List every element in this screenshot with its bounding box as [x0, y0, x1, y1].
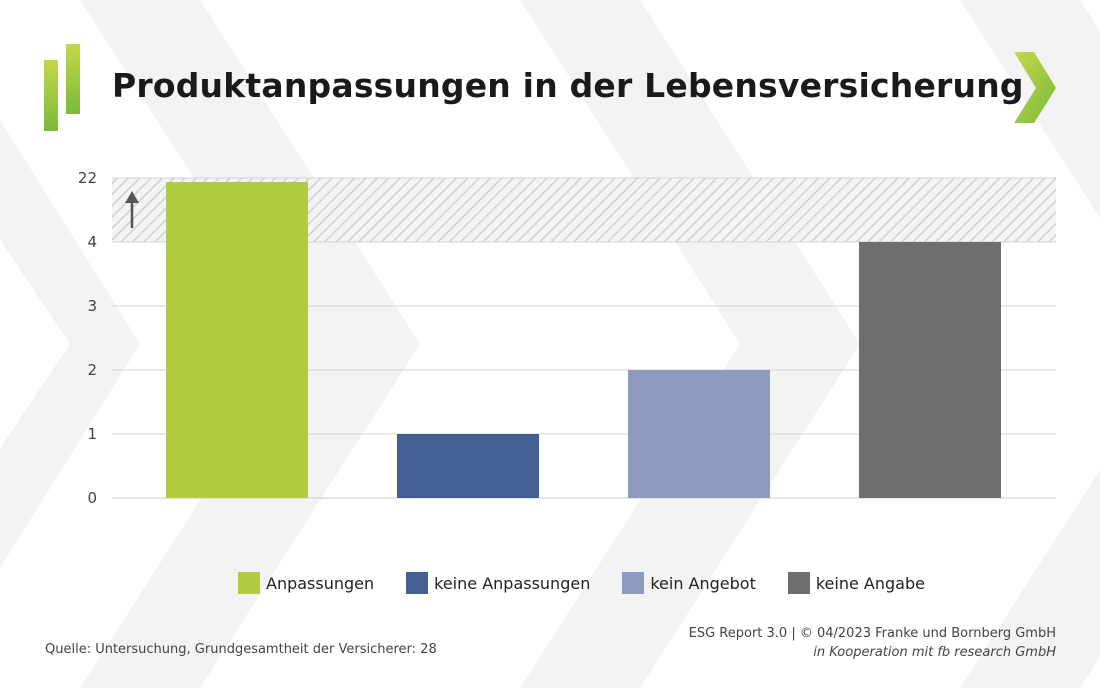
- legend-label: keine Anpassungen: [434, 573, 591, 593]
- legend-swatch: [238, 572, 260, 594]
- axis-break-arrow-icon: [125, 191, 139, 228]
- credit-block: ESG Report 3.0 | © 04/2023 Franke und Bo…: [689, 624, 1056, 662]
- source-note: Quelle: Untersuchung, Grundgesamtheit de…: [45, 642, 437, 657]
- legend-item-keine-anpassungen: keine Anpassungen: [406, 572, 590, 594]
- credit-line: ESG Report 3.0 | © 04/2023 Franke und Bo…: [688, 626, 1056, 641]
- bar-keine-angabe: [859, 242, 1001, 498]
- bar-keine-anpassungen: [397, 434, 539, 498]
- legend-label: kein Angebot: [650, 573, 756, 593]
- bar-anpassungen: [166, 182, 308, 498]
- y-tick-label: 2: [87, 361, 97, 379]
- legend-label: keine Angabe: [815, 573, 925, 593]
- brand-logo-icon: [44, 44, 80, 131]
- legend-item-kein-angebot: kein Angebot: [622, 572, 756, 594]
- page-title: Produktanpassungen in der Lebensversiche…: [112, 66, 1024, 105]
- y-tick-label: 1: [87, 425, 97, 443]
- y-tick-label: 22: [78, 169, 97, 187]
- bar-chart: 0 1 2 3 4 22: [78, 169, 1056, 507]
- bar-kein-angebot: [628, 370, 770, 498]
- chevron-right-icon: [1014, 52, 1056, 123]
- cooperation-line: in Kooperation mit fb research GmbH: [813, 645, 1056, 660]
- y-tick-label: 0: [87, 489, 97, 507]
- y-tick-label: 4: [87, 233, 97, 251]
- legend-swatch: [406, 572, 429, 594]
- y-tick-label: 3: [87, 297, 97, 315]
- legend-swatch: [622, 572, 645, 594]
- legend-swatch: [787, 572, 810, 594]
- legend-item-anpassungen: Anpassungen: [238, 572, 374, 594]
- legend-label: Anpassungen: [266, 573, 375, 593]
- chart-legend: Anpassungen keine Anpassungen kein Angeb…: [238, 572, 957, 594]
- legend-item-keine-angabe: keine Angabe: [787, 572, 925, 594]
